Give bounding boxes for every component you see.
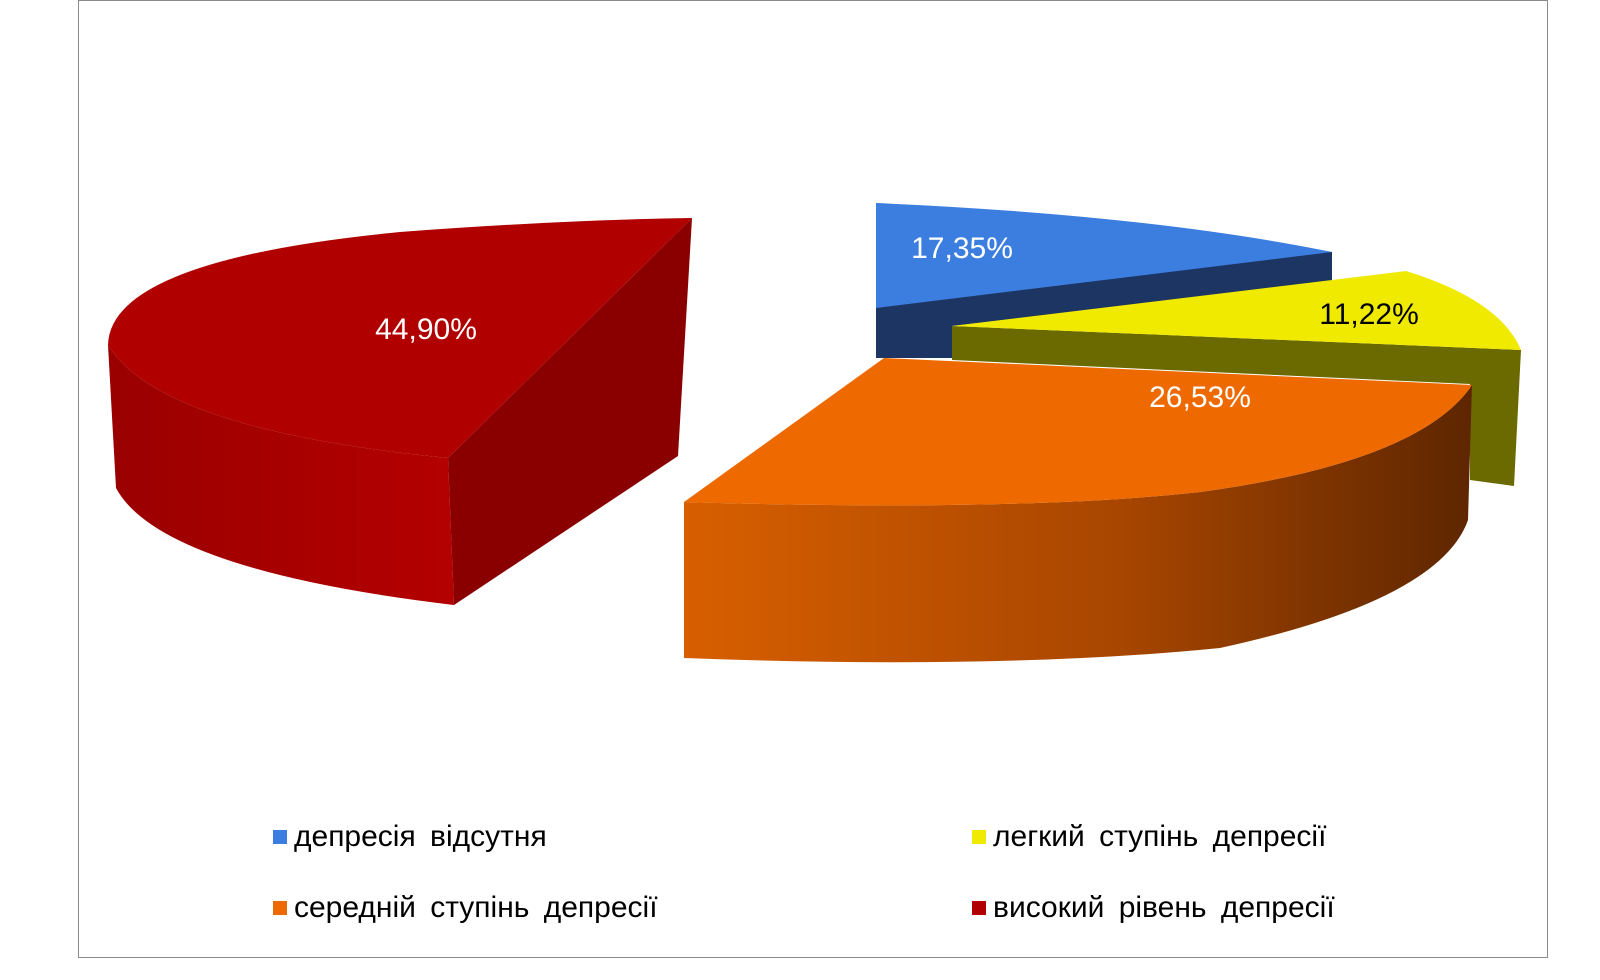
slice-label-high-depression: 44,90%	[375, 313, 477, 346]
legend-label: високий рівень депресії	[993, 891, 1335, 924]
legend-swatch-yellow	[972, 830, 986, 844]
slice-mild-depression-top	[952, 271, 1521, 350]
legend-label: легкий ступінь депресії	[993, 820, 1327, 853]
slice-mild-depression-side	[952, 326, 1521, 486]
slice-mild-depression: 11,22%	[952, 271, 1521, 486]
slice-high-depression-cut-side	[448, 218, 692, 605]
legend-label: депресія відсутня	[294, 820, 547, 853]
slice-moderate-depression-top	[684, 358, 1472, 506]
slice-label-mild-depression: 11,22%	[1319, 298, 1419, 331]
legend-item-mild-depression: легкий ступінь депресії	[972, 820, 1326, 854]
slice-high-depression-outer-side	[108, 345, 454, 605]
slice-moderate-depression-side	[684, 385, 1472, 663]
slice-label-depression-absent: 17,35%	[911, 232, 1013, 265]
legend-item-high-depression: високий рівень депресії	[972, 891, 1335, 925]
slice-high-depression-top	[108, 218, 692, 458]
legend-item-moderate-depression: середній ступінь депресії	[273, 891, 658, 925]
slice-moderate-depression: 26,53%	[684, 358, 1472, 663]
slice-high-depression: 44,90%	[108, 218, 692, 605]
slice-label-moderate-depression: 26,53%	[1149, 381, 1251, 414]
legend-swatch-orange	[273, 901, 287, 915]
legend-swatch-blue	[273, 830, 287, 844]
slice-depression-absent-top	[876, 203, 1332, 308]
legend-label: середній ступінь депресії	[294, 891, 658, 924]
legend-swatch-red	[972, 901, 986, 915]
legend-item-depression-absent: депресія відсутня	[273, 820, 547, 854]
slice-depression-absent: 17,35%	[876, 203, 1332, 358]
